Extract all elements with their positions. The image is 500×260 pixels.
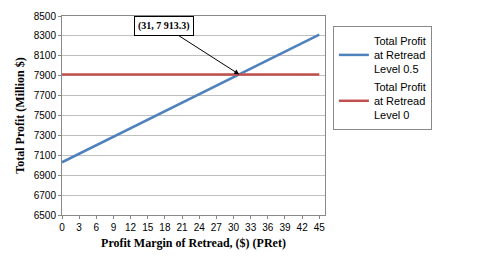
svg-text:6700: 6700 bbox=[34, 190, 57, 201]
svg-text:Total Profitat RetreadLevel 0.: Total Profitat RetreadLevel 0.5 bbox=[374, 35, 426, 76]
svg-text:7700: 7700 bbox=[34, 90, 57, 101]
svg-text:Profit Margin of Retread, ($): Profit Margin of Retread, ($) (PRet) bbox=[101, 236, 286, 250]
svg-text:6500: 6500 bbox=[34, 210, 57, 221]
svg-text:8300: 8300 bbox=[34, 30, 57, 41]
svg-text:6: 6 bbox=[94, 222, 100, 233]
svg-text:9: 9 bbox=[111, 222, 117, 233]
svg-text:7300: 7300 bbox=[34, 130, 57, 141]
svg-text:45: 45 bbox=[314, 222, 326, 233]
svg-text:(31, 7 913.3): (31, 7 913.3) bbox=[138, 20, 190, 32]
svg-text:3: 3 bbox=[76, 222, 82, 233]
svg-text:24: 24 bbox=[194, 222, 206, 233]
svg-text:21: 21 bbox=[177, 222, 189, 233]
svg-text:39: 39 bbox=[279, 222, 291, 233]
svg-text:18: 18 bbox=[159, 222, 171, 233]
svg-text:Total Profit (Million $): Total Profit (Million $) bbox=[13, 57, 27, 173]
svg-text:12: 12 bbox=[125, 222, 137, 233]
svg-text:7900: 7900 bbox=[34, 70, 57, 81]
svg-text:27: 27 bbox=[211, 222, 223, 233]
svg-text:6900: 6900 bbox=[34, 170, 57, 181]
svg-text:42: 42 bbox=[297, 222, 309, 233]
svg-text:7500: 7500 bbox=[34, 110, 57, 121]
svg-text:7100: 7100 bbox=[34, 150, 57, 161]
svg-text:0: 0 bbox=[59, 222, 65, 233]
svg-text:30: 30 bbox=[228, 222, 240, 233]
svg-text:33: 33 bbox=[245, 222, 257, 233]
svg-text:Total Profitat RetreadLevel 0: Total Profitat RetreadLevel 0 bbox=[374, 81, 426, 122]
svg-text:36: 36 bbox=[262, 222, 274, 233]
svg-text:8500: 8500 bbox=[34, 11, 57, 22]
svg-text:8100: 8100 bbox=[34, 50, 57, 61]
svg-text:15: 15 bbox=[142, 222, 154, 233]
